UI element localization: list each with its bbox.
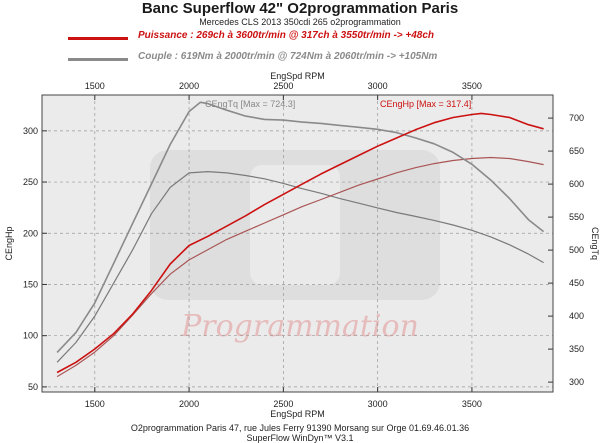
series-line-power-stock — [56, 156, 544, 378]
annotation-torque-max: CEngTq [Max = 724.3] — [205, 99, 295, 109]
y-left-tick-label: 50 — [28, 382, 38, 392]
chart-subtitle: Mercedes CLS 2013 350cdi 265 o2programma… — [199, 17, 401, 27]
series-line-torque-tuned — [56, 101, 545, 353]
x-tick-label-top: 1500 — [85, 81, 105, 91]
y-right-tick-label: 450 — [569, 278, 584, 288]
y-right-tick-label: 500 — [569, 245, 584, 255]
y-left-tick-label: 250 — [23, 177, 38, 187]
watermark-logo-hole — [250, 165, 340, 285]
series-line-power-tuned — [56, 112, 544, 374]
y-left-axis-title: CEngHp — [4, 226, 14, 260]
x-tick-label-bottom: 3000 — [368, 399, 388, 409]
plot-frame — [41, 94, 554, 393]
x-tick-label-top: 2000 — [179, 81, 199, 91]
legend-swatch-power — [68, 37, 128, 40]
annotation-power-max: CEngHp [Max = 317.4] — [380, 99, 471, 109]
chart-title: Banc Superflow 42" O2programmation Paris — [141, 0, 459, 17]
y-right-tick-label: 350 — [569, 344, 584, 354]
y-right-tick-label: 600 — [569, 179, 584, 189]
y-right-axis-title: CEngTq — [590, 227, 600, 260]
footer-software: SuperFlow WinDyn™ V3.1 — [246, 433, 354, 443]
y-left-tick-label: 200 — [23, 228, 38, 238]
legend-label-torque: Couple : 619Nm à 2000tr/min @ 724Nm à 20… — [138, 51, 438, 62]
y-left-tick-label: 150 — [23, 279, 38, 289]
legend-label-power: Puissance : 269ch à 3600tr/min @ 317ch à… — [138, 30, 435, 41]
x-tick-label-bottom: 2000 — [179, 399, 199, 409]
y-left-tick-label: 300 — [23, 126, 38, 136]
x-tick-label-top: 3000 — [368, 81, 388, 91]
x-tick-label-bottom: 1500 — [85, 399, 105, 409]
watermark-text: Programmation — [180, 309, 419, 344]
series-line-torque-stock — [56, 171, 544, 363]
x-axis-title-bottom: EngSpd RPM — [270, 409, 325, 419]
y-right-tick-label: 550 — [569, 212, 584, 222]
x-tick-label-bottom: 2500 — [273, 399, 293, 409]
x-tick-label-top: 3500 — [462, 81, 482, 91]
x-tick-label-top: 2500 — [273, 81, 293, 91]
x-tick-label-bottom: 3500 — [462, 399, 482, 409]
y-right-tick-label: 400 — [569, 311, 584, 321]
y-right-tick-label: 700 — [569, 113, 584, 123]
footer-address: O2programmation Paris 47, rue Jules Ferr… — [130, 423, 470, 433]
x-axis-title-top: EngSpd RPM — [270, 71, 325, 81]
y-right-tick-label: 300 — [569, 377, 584, 387]
y-right-tick-label: 650 — [569, 146, 584, 156]
legend-swatch-torque — [68, 58, 128, 61]
y-left-tick-label: 100 — [23, 331, 38, 341]
